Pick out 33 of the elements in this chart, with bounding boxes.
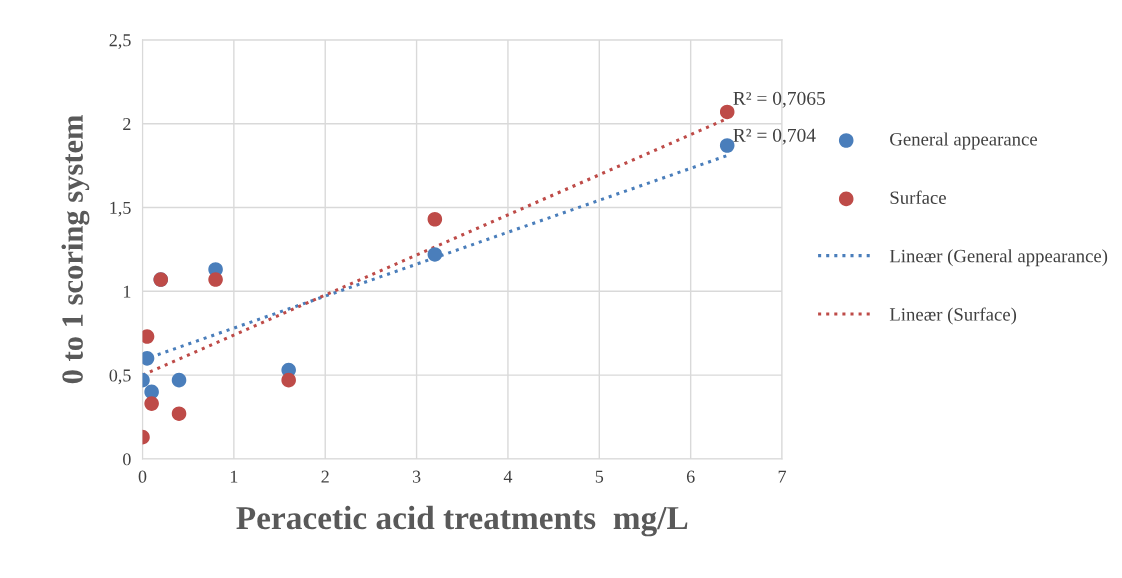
point [144, 396, 159, 411]
point [719, 138, 735, 153]
x-tick-label: 0 [138, 470, 147, 483]
point [281, 372, 296, 388]
x-tick-label: 2 [321, 470, 329, 483]
x-axis-title: Peracetic acid treatments mg/L [236, 505, 688, 537]
point [171, 406, 187, 421]
y-tick-label: 2 [123, 118, 131, 130]
point [142, 329, 155, 344]
annotation: R² = 0,704 [733, 128, 816, 145]
legend-label: Lineær (General appearance) [889, 249, 1108, 267]
y-tick-label: 1,5 [110, 201, 131, 217]
point [171, 372, 187, 388]
point [142, 351, 155, 366]
x-tick-label: 7 [778, 470, 787, 483]
x-tick-label: 3 [412, 470, 421, 483]
point [719, 104, 735, 120]
legend-label: Surface [890, 190, 946, 204]
y-tick-label: 1 [123, 285, 131, 298]
legend-label: General appearance [890, 132, 1038, 150]
y-tick-label: 0,5 [109, 369, 131, 385]
x-tick-label: 6 [686, 470, 695, 483]
x-tick-label: 5 [595, 470, 604, 483]
x-tick-label: 4 [503, 470, 513, 483]
y-tick-label: 2,5 [109, 34, 131, 49]
legend-label: Lineær (Surface) [889, 307, 1017, 325]
x-tick-label: 1 [230, 470, 238, 483]
point [208, 272, 223, 287]
y-axis-title: 0 to 1 scoring system [61, 115, 90, 384]
annotation: R² = 0,7065 [733, 91, 825, 108]
y-tick-label: 0 [123, 453, 131, 466]
point [427, 247, 443, 262]
point [427, 211, 443, 227]
